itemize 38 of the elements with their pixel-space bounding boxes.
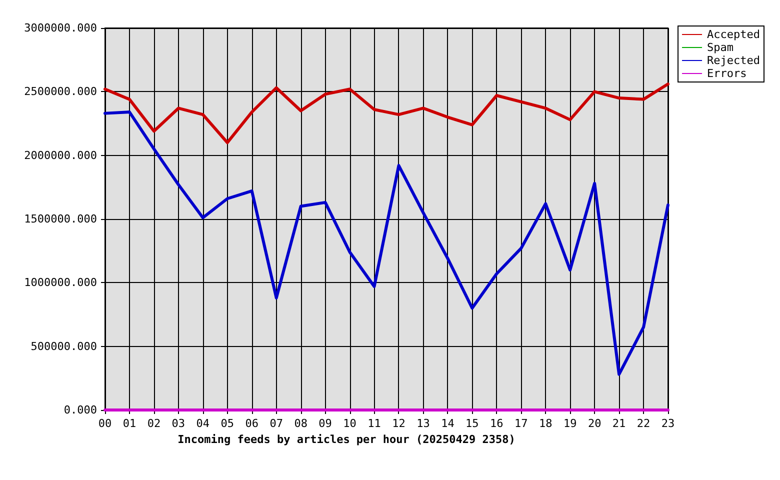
legend-label: Spam	[707, 41, 734, 54]
y-tick-label: 1500000.000	[24, 212, 97, 226]
y-tick-label: 500000.000	[30, 340, 97, 353]
x-tick-label: 19	[563, 417, 577, 430]
line-series	[104, 110, 670, 376]
x-tick-label: 02	[147, 417, 161, 430]
x-tick-label: 06	[245, 417, 258, 430]
x-tick-label: 17	[514, 417, 528, 430]
x-tick-label: 00	[98, 417, 112, 430]
x-tick-label: 05	[220, 417, 234, 430]
x-tick-label: 11	[368, 417, 381, 430]
x-tick-label: 13	[416, 417, 430, 430]
x-tick-label: 14	[441, 417, 455, 430]
legend-label: Errors	[707, 67, 747, 80]
y-tick-label: 0.000	[64, 404, 97, 416]
x-tick-label: 15	[466, 417, 479, 430]
x-tick-label: 12	[392, 417, 406, 430]
y-tick-label: 2000000.000	[24, 148, 97, 162]
x-tick-label: 23	[661, 417, 675, 430]
x-tick-label: 22	[636, 417, 650, 430]
x-tick-label: 03	[172, 417, 186, 430]
y-tick-label: 2500000.000	[24, 85, 97, 98]
x-tick-label: 16	[490, 417, 504, 430]
x-tick-label: 21	[612, 417, 626, 430]
x-tick-label: 07	[270, 417, 283, 430]
y-tick-label: 1000000.000	[24, 276, 97, 290]
x-tick-label: 08	[294, 417, 308, 430]
y-tick-label: 3000000.000	[24, 22, 97, 34]
x-tick-label: 04	[196, 417, 210, 430]
legend-label: Accepted	[707, 28, 760, 41]
x-axis-title: Incoming feeds by articles per hour (20250429 2358)	[178, 433, 516, 446]
line-series	[104, 82, 670, 144]
x-tick-label: 09	[318, 417, 332, 430]
x-tick-label: 10	[343, 417, 356, 430]
x-tick-label: 20	[588, 417, 602, 430]
x-tick-label: 01	[122, 417, 136, 430]
x-tick-label: 18	[538, 417, 552, 430]
legend-label: Rejected	[707, 54, 760, 67]
